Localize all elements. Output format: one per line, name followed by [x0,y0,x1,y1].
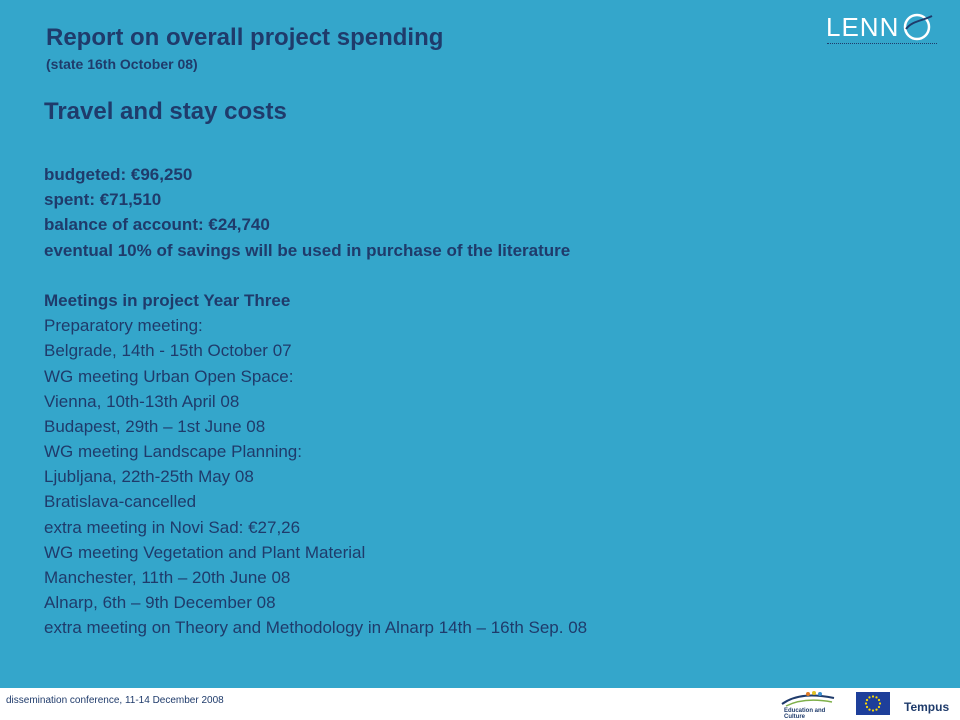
slide-content-area: Report on overall project spending (stat… [0,0,960,688]
spent-line: spent: €71,510 [44,190,162,210]
meeting-item: Bratislava-cancelled [44,492,197,512]
meeting-item: extra meeting in Novi Sad: €27,26 [44,517,301,537]
savings-note: eventual 10% of savings will be used in … [44,240,571,260]
tempus-label: Tempus [904,700,950,714]
meeting-item: WG meeting Landscape Planning: [44,442,302,462]
ec-swoosh-icon [781,691,835,707]
logo-text: LENN [826,12,900,42]
meetings-heading: Meetings in project Year Three [44,290,291,310]
education-culture-logo-icon: Education and Culture [778,690,840,720]
meeting-item: extra meeting on Theory and Methodology … [44,618,588,638]
logo-tagline [827,43,937,46]
meeting-item: WG meeting Urban Open Space: [44,366,294,386]
meeting-item: Budapest, 29th – 1st June 08 [44,416,266,436]
meeting-item: Preparatory meeting: [44,316,203,336]
meeting-item: WG meeting Vegetation and Plant Material [44,542,366,562]
page-subtitle: (state 16th October 08) [46,56,198,72]
balance-line: balance of account: €24,740 [44,215,270,235]
spacer [44,263,944,288]
meeting-item: Belgrade, 14th - 15th October 07 [44,341,292,361]
meeting-item: Ljubljana, 22th-25th May 08 [44,467,254,487]
lenne-logo-icon: LENN [826,12,937,52]
eu-flag-icon [856,692,890,715]
footer-note: dissemination conference, 11-14 December… [6,695,224,706]
meeting-item: Vienna, 10th-13th April 08 [44,391,240,411]
logo-swirl-icon [903,13,933,41]
meeting-item: Manchester, 11th – 20th June 08 [44,568,291,587]
meeting-item: Alnarp, 6th – 9th December 08 [44,593,276,613]
body-text: budgeted: €96,250 spent: €71,510 balance… [44,162,944,641]
ec-label: Education and Culture [784,708,826,720]
budgeted-line: budgeted: €96,250 [44,165,193,184]
page-title: Report on overall project spending [46,24,444,51]
section-heading: Travel and stay costs [44,98,287,125]
